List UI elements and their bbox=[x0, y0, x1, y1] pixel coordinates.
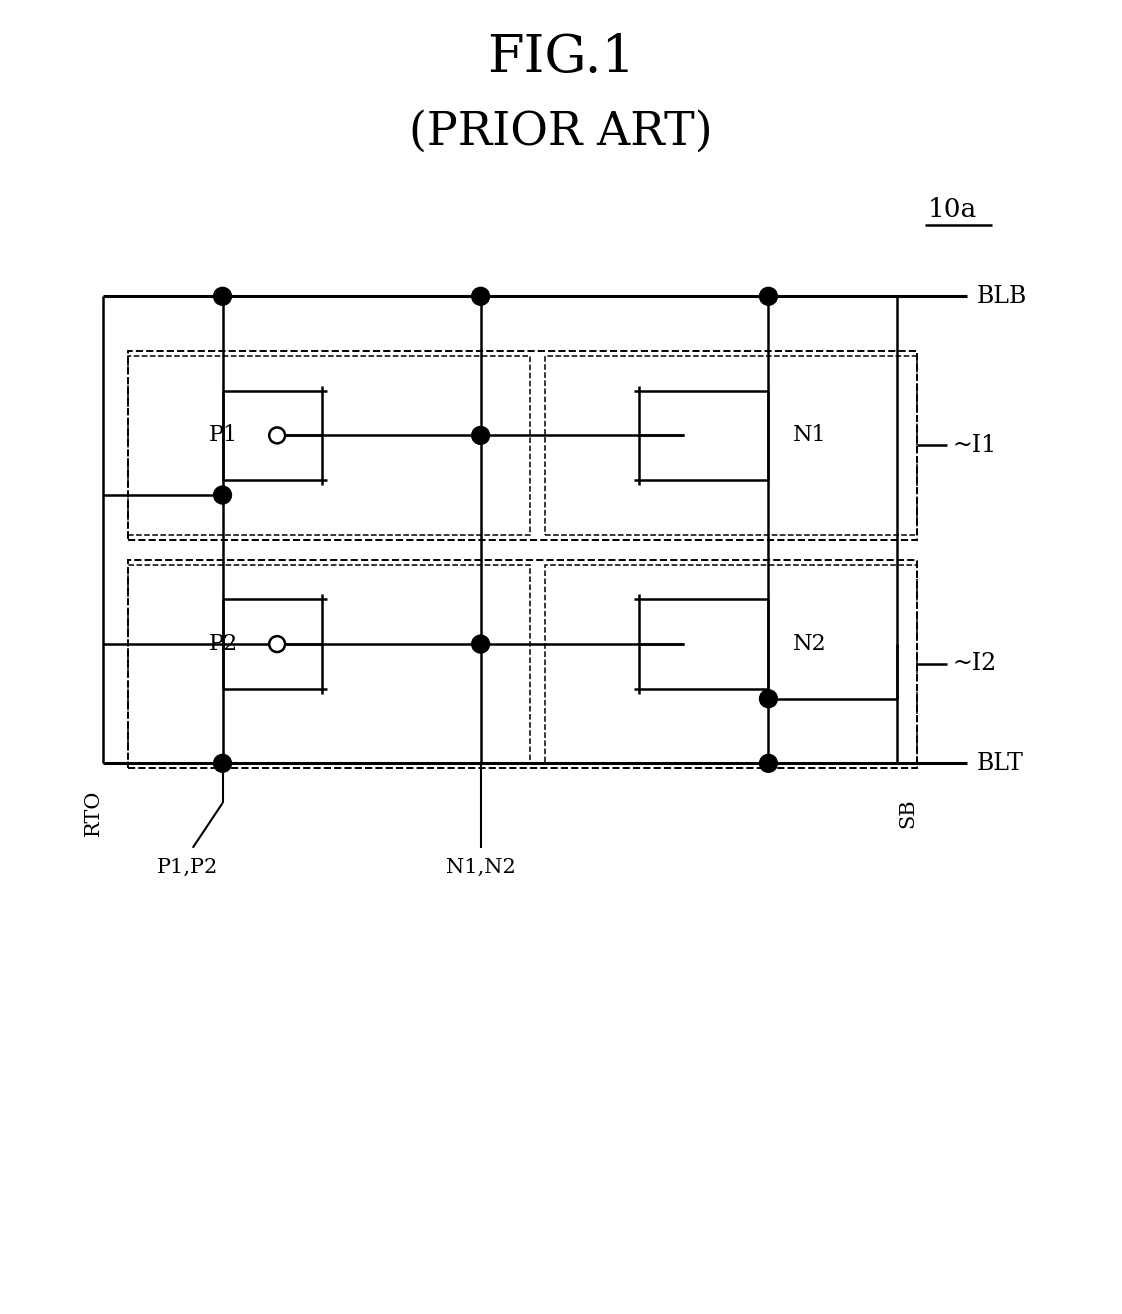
Circle shape bbox=[760, 690, 778, 708]
Text: ~I2: ~I2 bbox=[953, 653, 996, 675]
Text: ~I1: ~I1 bbox=[953, 434, 996, 457]
Bar bbox=[545, 565, 918, 763]
Circle shape bbox=[213, 486, 231, 505]
Bar bbox=[128, 560, 918, 769]
Text: SB: SB bbox=[898, 798, 917, 828]
Circle shape bbox=[213, 754, 231, 773]
Text: (PRIOR ART): (PRIOR ART) bbox=[410, 109, 712, 155]
Text: N1,N2: N1,N2 bbox=[445, 858, 515, 876]
Circle shape bbox=[269, 636, 285, 652]
Circle shape bbox=[760, 288, 778, 305]
Circle shape bbox=[760, 754, 778, 773]
Circle shape bbox=[471, 635, 489, 653]
Bar bbox=[545, 356, 918, 535]
Bar bbox=[128, 356, 531, 535]
Text: BLB: BLB bbox=[977, 285, 1028, 307]
Text: 10a: 10a bbox=[927, 197, 976, 222]
Bar bbox=[128, 351, 918, 540]
Text: P1,P2: P1,P2 bbox=[157, 858, 219, 876]
Text: FIG.1: FIG.1 bbox=[487, 33, 635, 83]
Text: N2: N2 bbox=[793, 633, 827, 656]
Text: N1: N1 bbox=[793, 424, 827, 447]
Text: BLT: BLT bbox=[977, 752, 1023, 775]
Circle shape bbox=[213, 288, 231, 305]
Text: P1: P1 bbox=[209, 424, 238, 447]
Text: RTO: RTO bbox=[84, 790, 103, 836]
Bar bbox=[128, 565, 531, 763]
Circle shape bbox=[471, 427, 489, 444]
Circle shape bbox=[471, 288, 489, 305]
Text: P2: P2 bbox=[209, 633, 238, 656]
Circle shape bbox=[269, 427, 285, 443]
